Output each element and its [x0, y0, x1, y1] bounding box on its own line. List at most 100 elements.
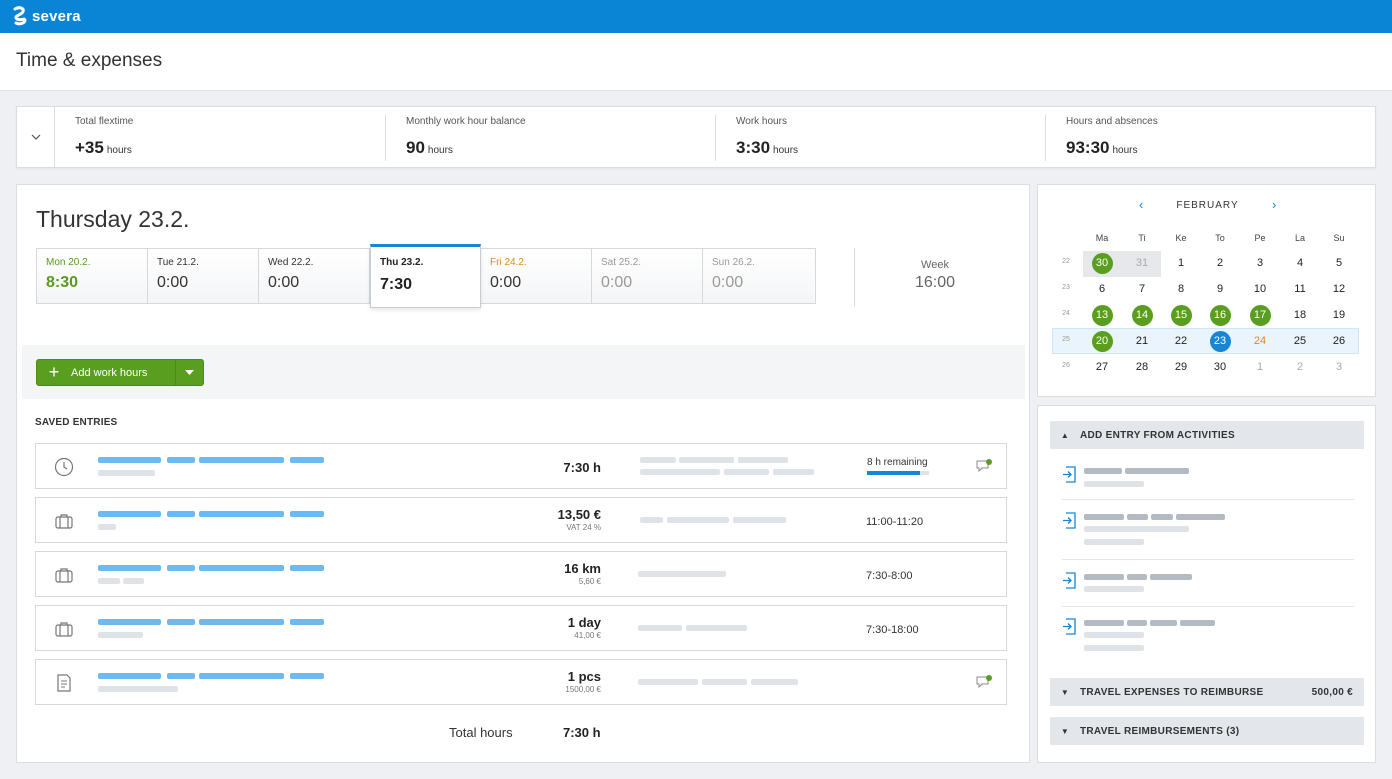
stat-unit: hours: [106, 145, 132, 156]
import-icon: [1063, 512, 1076, 529]
calendar-day-number: 20: [1091, 330, 1113, 352]
stat-unit: hours: [1112, 145, 1138, 156]
stat-value: 93:30: [1066, 138, 1110, 157]
calendar-day-number: 27: [1095, 361, 1109, 373]
calendar-day[interactable]: 12: [1326, 278, 1352, 300]
day-tab-mon[interactable]: Mon 20.2. 8:30: [37, 249, 148, 303]
calendar-day-number: 2: [1216, 257, 1224, 269]
calendar-day[interactable]: 24: [1247, 330, 1273, 352]
add-entry-from-activities-header[interactable]: ▲ ADD ENTRY FROM ACTIVITIES: [1050, 421, 1364, 449]
entry-row[interactable]: 1 day 41,00 € 7:30-18:00: [35, 605, 1007, 651]
calendar-day[interactable]: 1: [1247, 356, 1273, 378]
entry-row[interactable]: 13,50 € VAT 24 % 11:00-11:20: [35, 497, 1007, 543]
calendar-day[interactable]: 8: [1168, 278, 1194, 300]
calendar-day[interactable]: 4: [1287, 252, 1313, 274]
calendar-day[interactable]: 15: [1168, 304, 1194, 326]
calendar-day-number: 4: [1296, 257, 1304, 269]
stat-value: 3:30: [736, 138, 771, 157]
weekday-header: To: [1215, 233, 1225, 243]
import-icon: [1063, 572, 1076, 589]
calendar-day[interactable]: 5: [1326, 252, 1352, 274]
calendar-day[interactable]: 1: [1168, 252, 1194, 274]
day-tab-wed[interactable]: Wed 22.2. 0:00: [259, 249, 370, 303]
entry-row[interactable]: 16 km 5,60 € 7:30-8:00: [35, 551, 1007, 597]
calendar-day[interactable]: 16: [1207, 304, 1233, 326]
calendar-day[interactable]: 13: [1089, 304, 1115, 326]
weekday-header: Ti: [1138, 233, 1146, 243]
day-tab-thu[interactable]: Thu 23.2. 7:30: [370, 244, 481, 308]
summary-collapse-toggle[interactable]: [17, 107, 55, 167]
calendar-day[interactable]: 29: [1168, 356, 1194, 378]
calendar-day[interactable]: 3: [1247, 252, 1273, 274]
calendar-day[interactable]: 14: [1129, 304, 1155, 326]
calendar-day[interactable]: 30: [1089, 252, 1115, 274]
day-title: Thursday 23.2.: [36, 206, 190, 232]
comment-icon[interactable]: [976, 675, 992, 689]
calendar-day[interactable]: 27: [1089, 356, 1115, 378]
summary-bar: Total flextime +35 hours Monthly work hou…: [16, 106, 1376, 168]
stat-unit: hours: [427, 145, 453, 156]
add-work-hours-button[interactable]: + Add work hours: [36, 359, 204, 386]
calendar-day-number: 9: [1216, 283, 1224, 295]
briefcase-icon: [54, 619, 74, 639]
day-tab-sun[interactable]: Sun 26.2. 0:00: [703, 249, 814, 303]
stat-label: Monthly work hour balance: [406, 116, 526, 127]
total-hours-value: 7:30 h: [563, 725, 601, 740]
stat-label: Total flextime: [75, 116, 134, 127]
day-tab-fri[interactable]: Fri 24.2. 0:00: [481, 249, 592, 303]
triangle-down-icon: ▼: [1060, 687, 1070, 697]
chevron-down-icon: [31, 134, 40, 140]
calendar-day[interactable]: 9: [1207, 278, 1233, 300]
comment-icon[interactable]: [976, 459, 992, 473]
calendar-month: FEBRUARY: [1176, 200, 1239, 211]
mini-calendar: ‹ FEBRUARY › Ma Ti Ke To Pe La Su 22 30 31 1 2 3 4 5 23…: [1037, 184, 1376, 397]
accordion-label: TRAVEL EXPENSES TO REIMBURSE: [1080, 686, 1264, 698]
calendar-day[interactable]: 10: [1247, 278, 1273, 300]
calendar-day[interactable]: 23: [1207, 330, 1233, 352]
severa-logo[interactable]: severa: [12, 6, 81, 26]
chevron-left-icon[interactable]: ‹: [1139, 197, 1144, 212]
day-hours: 0:00: [268, 274, 300, 291]
total-hours-label: Total hours: [449, 725, 513, 740]
calendar-day[interactable]: 17: [1247, 304, 1273, 326]
entry-row[interactable]: 7:30 h 8 h remaining: [35, 443, 1007, 489]
entry-row[interactable]: 1 pcs 1500,00 €: [35, 659, 1007, 705]
calendar-day[interactable]: 18: [1287, 304, 1313, 326]
calendar-day[interactable]: 2: [1207, 252, 1233, 274]
travel-expenses-header[interactable]: ▼ TRAVEL EXPENSES TO REIMBURSE 500,00 €: [1050, 678, 1364, 706]
add-options-dropdown[interactable]: [175, 360, 203, 385]
calendar-day[interactable]: 22: [1168, 330, 1194, 352]
calendar-day-number: 18: [1293, 309, 1307, 321]
caret-down-icon: [185, 370, 194, 375]
week-number: 23: [1062, 284, 1070, 291]
calendar-day[interactable]: 11: [1287, 278, 1313, 300]
week-number: 22: [1062, 258, 1070, 265]
chevron-right-icon[interactable]: ›: [1272, 197, 1277, 212]
entry-amount: 16 km 5,60 €: [564, 561, 601, 586]
weekday-header: Ma: [1095, 233, 1109, 243]
calendar-day[interactable]: 19: [1326, 304, 1352, 326]
travel-reimbursements-header[interactable]: ▼ TRAVEL REIMBURSEMENTS (3): [1050, 717, 1364, 745]
calendar-day[interactable]: 26: [1326, 330, 1352, 352]
calendar-day[interactable]: 21: [1129, 330, 1155, 352]
calendar-day-number: 21: [1135, 335, 1149, 347]
calendar-day[interactable]: 28: [1129, 356, 1155, 378]
calendar-day[interactable]: 30: [1207, 356, 1233, 378]
day-tab-tue[interactable]: Tue 21.2. 0:00: [148, 249, 259, 303]
calendar-day[interactable]: 2: [1287, 356, 1313, 378]
calendar-day[interactable]: 3: [1326, 356, 1352, 378]
day-tab-sat[interactable]: Sat 25.2. 0:00: [592, 249, 703, 303]
calendar-day[interactable]: 20: [1089, 330, 1115, 352]
action-band: + Add work hours: [22, 345, 1025, 399]
briefcase-icon: [54, 511, 74, 531]
calendar-day[interactable]: 25: [1287, 330, 1313, 352]
triangle-up-icon: ▲: [1060, 430, 1070, 440]
entry-amount-sub: 5,60 €: [578, 577, 601, 586]
calendar-day[interactable]: 6: [1089, 278, 1115, 300]
week-number: 24: [1062, 310, 1070, 317]
calendar-day[interactable]: 31: [1129, 252, 1155, 274]
calendar-day-number: 16: [1209, 304, 1231, 326]
calendar-day-number: 14: [1131, 304, 1153, 326]
calendar-day[interactable]: 7: [1129, 278, 1155, 300]
stat-value: 90: [406, 138, 425, 157]
